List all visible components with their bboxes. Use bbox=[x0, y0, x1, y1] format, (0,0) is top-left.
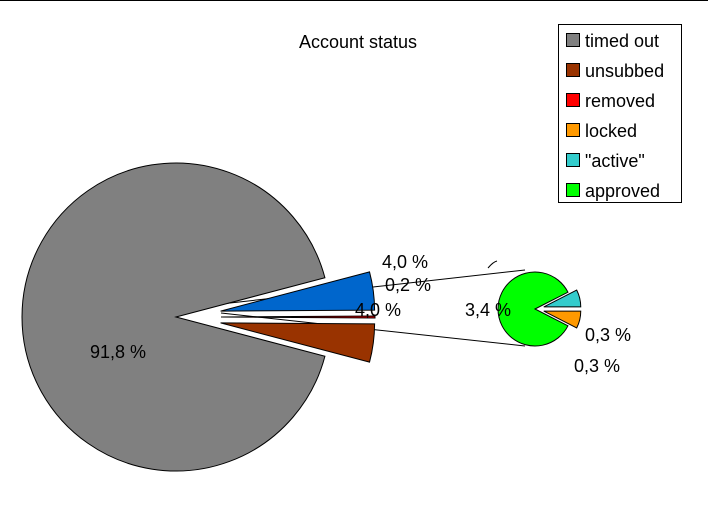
main-pie bbox=[21, 162, 376, 472]
secondary-pie bbox=[497, 271, 582, 347]
label-leader-line bbox=[487, 260, 498, 269]
legend-label: locked bbox=[585, 121, 637, 141]
main-slice-label: 4,0 % bbox=[355, 300, 401, 320]
legend-label: approved bbox=[585, 181, 660, 201]
legend-swatch bbox=[566, 123, 580, 137]
legend-label: timed out bbox=[585, 31, 659, 51]
legend-swatch bbox=[566, 93, 580, 107]
legend-frame bbox=[558, 24, 682, 203]
secondary-slice-label: 3,4 % bbox=[465, 300, 511, 320]
main-pie-slice bbox=[220, 322, 376, 363]
main-pie-slice bbox=[220, 315, 376, 319]
legend-swatch bbox=[566, 183, 580, 197]
secondary-pie-slice bbox=[543, 310, 582, 329]
secondary-slice-label: 0,3 % bbox=[574, 356, 620, 376]
legend-label: "active" bbox=[585, 151, 645, 171]
main-pie-slice bbox=[220, 271, 376, 312]
secondary-slice-label: 0,3 % bbox=[585, 325, 631, 345]
legend-swatch bbox=[566, 63, 580, 77]
main-pie-slice bbox=[21, 162, 326, 472]
main-slice-label: 0,2 % bbox=[385, 275, 431, 295]
secondary-pie-slice bbox=[543, 289, 582, 308]
legend-label: removed bbox=[585, 91, 655, 111]
legend-label: unsubbed bbox=[585, 61, 664, 81]
main-slice-label: 91,8 % bbox=[90, 342, 146, 362]
legend-swatch bbox=[566, 153, 580, 167]
legend: timed out unsubbed removed locked "active" ap… bbox=[558, 24, 682, 203]
main-slice-label: 4,0 % bbox=[382, 252, 428, 272]
chart-title: Account status bbox=[299, 32, 417, 52]
secondary-pie-slice bbox=[497, 271, 569, 347]
legend-swatch bbox=[566, 33, 580, 47]
data-labels: 91,8 % 4,0 % 0,2 % 4,0 % 3,4 % 0,3 % 0,3 % bbox=[90, 252, 631, 376]
